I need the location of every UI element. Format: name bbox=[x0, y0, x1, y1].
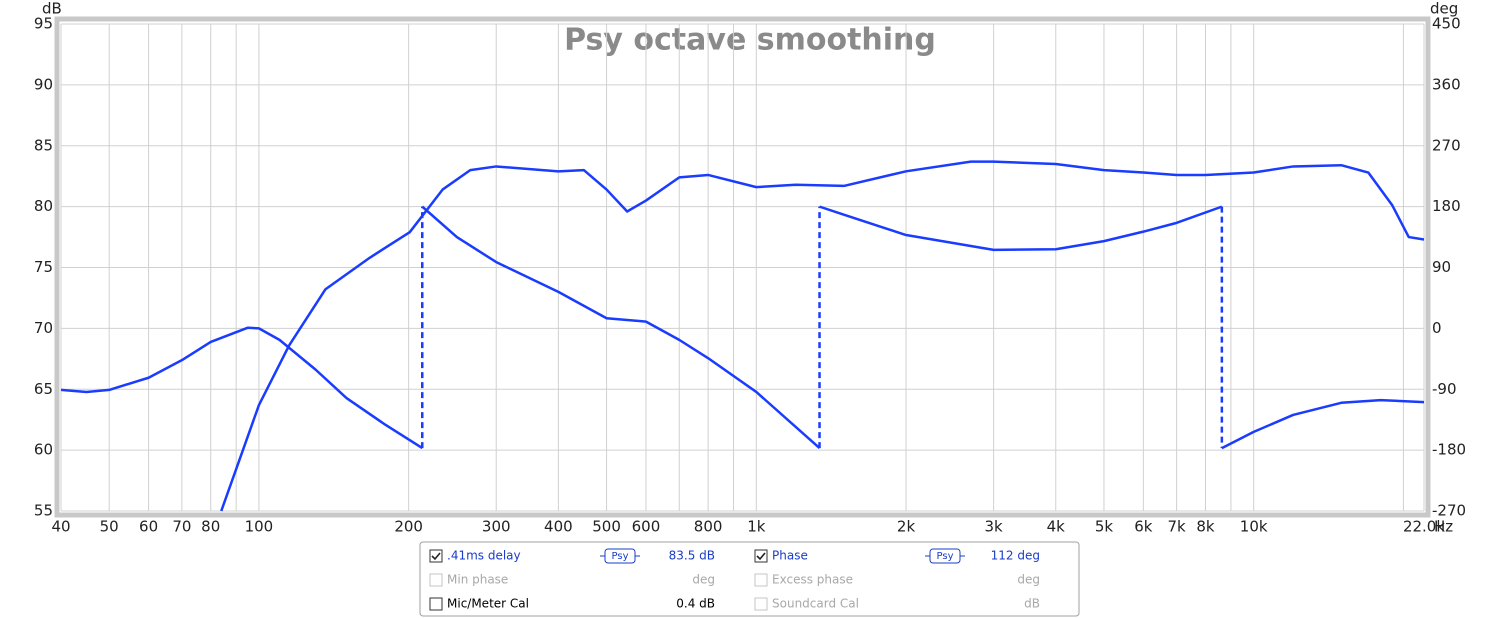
legend-readout: deg bbox=[1017, 573, 1040, 587]
x-tick-label: 4k bbox=[1047, 518, 1066, 536]
y2-tick-label: 180 bbox=[1432, 197, 1461, 215]
checkbox[interactable] bbox=[429, 549, 443, 563]
legend-readout: deg bbox=[692, 573, 715, 587]
x-tick-label: 22.0k bbox=[1403, 518, 1445, 536]
x-tick-label: 8k bbox=[1196, 518, 1215, 536]
legend-label: Min phase bbox=[447, 573, 508, 587]
x-tick-label: 60 bbox=[139, 518, 158, 536]
y-tick-label: 85 bbox=[34, 136, 53, 154]
smoothing-button[interactable] bbox=[604, 548, 636, 564]
x-tick-label: 80 bbox=[201, 518, 220, 536]
y2-tick-label: -270 bbox=[1432, 502, 1466, 520]
y-tick-label: 90 bbox=[34, 75, 53, 93]
legend-label: Soundcard Cal bbox=[772, 597, 859, 611]
y2-tick-label: 450 bbox=[1432, 15, 1461, 33]
legend-label: Excess phase bbox=[772, 573, 853, 587]
x-tick-label: 6k bbox=[1134, 518, 1153, 536]
y-tick-label: 65 bbox=[34, 380, 53, 398]
y2-tick-label: -90 bbox=[1432, 380, 1457, 398]
x-tick-label: 1k bbox=[747, 518, 766, 536]
x-tick-label: 800 bbox=[694, 518, 723, 536]
y-tick-label: 75 bbox=[34, 258, 53, 276]
legend-label[interactable]: .41ms delay bbox=[447, 549, 521, 563]
checkbox bbox=[754, 597, 768, 611]
series-line bbox=[60, 326, 423, 450]
checkmark bbox=[431, 552, 441, 561]
y-tick-label: 80 bbox=[34, 197, 53, 215]
x-tick-label: 7k bbox=[1168, 518, 1187, 536]
series-line bbox=[421, 205, 821, 450]
y2-tick-label: -180 bbox=[1432, 441, 1466, 459]
legend-panel bbox=[419, 541, 1080, 617]
x-tick-label: 5k bbox=[1095, 518, 1114, 536]
smoothing-button[interactable] bbox=[929, 548, 961, 564]
y2-tick-label: 0 bbox=[1432, 319, 1442, 337]
checkmark bbox=[756, 552, 766, 561]
checkbox bbox=[754, 573, 768, 587]
y-tick-label: 95 bbox=[34, 15, 53, 33]
checkbox bbox=[429, 573, 443, 587]
x-tick-label: 200 bbox=[394, 518, 423, 536]
series-line bbox=[1221, 398, 1425, 450]
x-tick-label: 70 bbox=[172, 518, 191, 536]
legend-label[interactable]: Phase bbox=[772, 549, 808, 563]
legend-readout: 83.5 dB bbox=[669, 549, 715, 563]
x-tick-label: 50 bbox=[100, 518, 119, 536]
x-tick-label: 3k bbox=[984, 518, 1003, 536]
x-tick-label: 40 bbox=[51, 518, 70, 536]
chart-title: Psy octave smoothing bbox=[564, 23, 936, 58]
x-tick-label: 100 bbox=[245, 518, 274, 536]
y-unit: dB bbox=[42, 0, 62, 18]
y-tick-label: 55 bbox=[34, 502, 53, 520]
x-unit: Hz bbox=[1434, 518, 1453, 536]
x-tick-label: 10k bbox=[1240, 518, 1268, 536]
series-line bbox=[819, 205, 1223, 252]
checkbox[interactable] bbox=[754, 549, 768, 563]
legend-readout: 112 deg bbox=[991, 549, 1040, 563]
checkbox[interactable] bbox=[429, 597, 443, 611]
legend-readout: dB bbox=[1024, 597, 1040, 611]
x-tick-label: 2k bbox=[897, 518, 916, 536]
y-tick-label: 70 bbox=[34, 319, 53, 337]
smoothing-label: Psy bbox=[612, 551, 629, 562]
x-tick-label: 500 bbox=[592, 518, 621, 536]
legend-label[interactable]: Mic/Meter Cal bbox=[447, 597, 529, 611]
y2-tick-label: 360 bbox=[1432, 75, 1461, 93]
x-tick-label: 300 bbox=[482, 518, 511, 536]
y2-tick-label: 270 bbox=[1432, 136, 1461, 154]
y2-tick-label: 90 bbox=[1432, 258, 1451, 276]
y2-unit: deg bbox=[1430, 0, 1458, 18]
legend-readout: 0.4 dB bbox=[676, 597, 715, 611]
x-tick-label: 600 bbox=[632, 518, 661, 536]
y-tick-label: 60 bbox=[34, 441, 53, 459]
x-tick-label: 400 bbox=[544, 518, 573, 536]
smoothing-label: Psy bbox=[937, 551, 954, 562]
